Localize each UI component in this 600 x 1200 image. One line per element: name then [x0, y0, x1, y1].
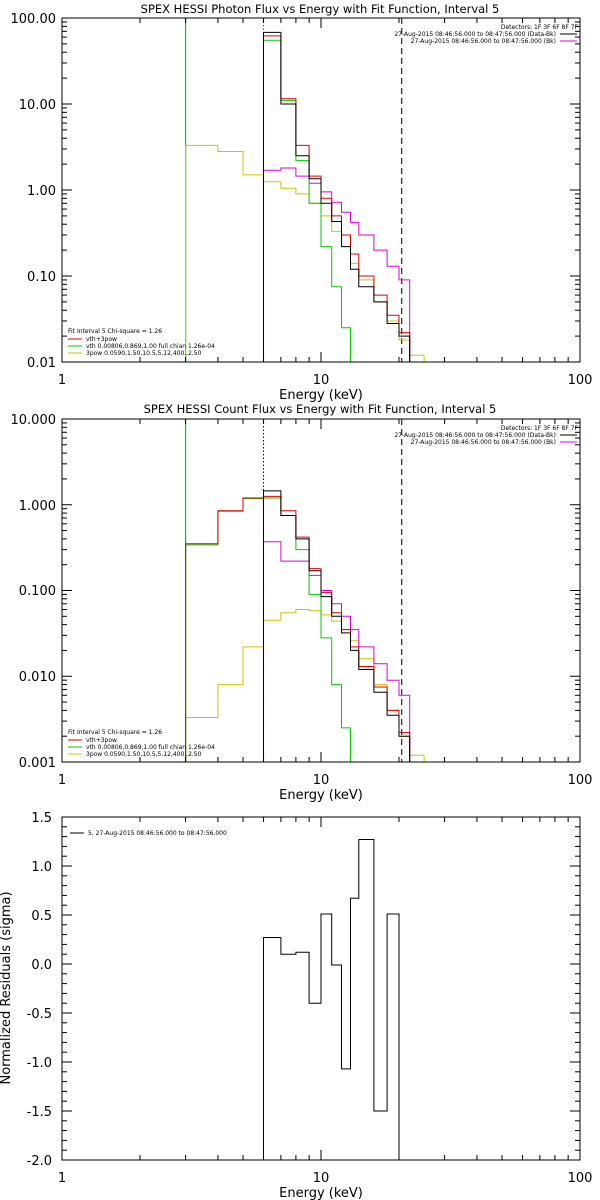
photon-xtick-1: 1 — [58, 373, 66, 388]
residuals-ytick-4: 0.0 — [31, 958, 52, 973]
photon-legend-databk: 27-Aug-2015 08:46:56.000 to 08:47:56.000… — [394, 31, 556, 38]
photon-xtick-100: 100 — [568, 373, 593, 388]
series-bk-step — [263, 541, 411, 762]
count-ytick-1: 0.010 — [19, 670, 56, 685]
residuals-legend-label: 5, 27-Aug-2015 08:46:56.000 to 08:47:56.… — [88, 830, 227, 837]
residuals-panel: 1 10 100 -2.0 -1.5 -1.0 -0.5 0.0 0.5 1.0… — [0, 811, 592, 1200]
photon-fit-entry-1: vth 0.00806,0.869,1.00 full chian 1.26e-… — [86, 343, 215, 350]
count-legend-topright: Detectors: 1F 3F 6F 8F 7F 27-Aug-2015 08… — [394, 425, 578, 446]
count-ytick-4: 10.000 — [11, 413, 57, 428]
count-legend-databk: 27-Aug-2015 08:46:56.000 to 08:47:56.000… — [394, 432, 556, 439]
photon-ytick-3: 10.00 — [19, 98, 56, 113]
count-chart-title: SPEX HESSI Count Flux vs Energy with Fit… — [144, 402, 497, 416]
residuals-xtick-100: 100 — [568, 1171, 593, 1186]
count-ytick-3: 1.000 — [19, 499, 56, 514]
count-ticks — [61, 419, 580, 763]
count-fit-entry-1: vth 0.00806,0.869,1.00 full chian 1.26e-… — [86, 744, 215, 751]
photon-legend-topright: Detectors: 1F 3F 6F 8F 7F 27-Aug-2015 08… — [394, 24, 578, 45]
count-fit-entry-0: vth+3pow — [86, 737, 117, 744]
series-data-bk-step — [263, 31, 411, 362]
photon-xtick-10: 10 — [313, 373, 330, 388]
series-3pow-step — [185, 144, 425, 362]
count-x-axis-label: Energy (keV) — [279, 788, 363, 803]
count-legend-title: Detectors: 1F 3F 6F 8F 7F — [501, 425, 579, 432]
residuals-ytick-1: -1.5 — [27, 1105, 52, 1120]
photon-ticks — [61, 18, 580, 363]
series-bk-step — [263, 167, 411, 362]
residuals-ytick-2: -1.0 — [27, 1056, 52, 1071]
count-legend-bk: 27-Aug-2015 08:46:56.000 to 08:47:56.000… — [411, 439, 556, 446]
residuals-series-group — [263, 839, 400, 1160]
series-vth-step — [185, 497, 359, 763]
count-fit-entry-2: 3pow 0.0590,1.50,10.5,5.12,400.,2.50 — [86, 751, 202, 758]
photon-fit-entry-2: 3pow 0.0590,1.50,10.5,5.12,400.,2.50 — [86, 350, 202, 357]
count-xtick-100: 100 — [568, 773, 593, 788]
residuals-x-axis-label: Energy (keV) — [279, 1186, 363, 1200]
residuals-ticks — [61, 816, 580, 1161]
photon-legend-bottomleft: Fit Interval 5 Chi-square = 1.26 vth+3po… — [68, 328, 215, 357]
photon-ytick-1: 0.10 — [27, 270, 56, 285]
photon-series-group — [184, 18, 425, 363]
residuals-y-axis-label: Normalized Residuals (sigma) — [0, 891, 14, 1084]
series-3pow-step — [185, 609, 425, 762]
photon-legend-title: Detectors: 1F 3F 6F 8F 7F — [501, 24, 579, 31]
photon-fit-entry-0: vth+3pow — [86, 336, 117, 343]
count-flux-panel: SPEX HESSI Count Flux vs Energy with Fit… — [11, 402, 593, 803]
residuals-ytick-7: 1.5 — [31, 811, 52, 826]
count-fit-title: Fit Interval 5 Chi-square = 1.26 — [68, 729, 162, 736]
residuals-ytick-0: -2.0 — [27, 1154, 52, 1169]
count-xtick-10: 10 — [313, 773, 330, 788]
photon-chart-title: SPEX HESSI Photon Flux vs Energy with Fi… — [141, 2, 500, 16]
count-ytick-0: 0.001 — [19, 756, 56, 771]
photon-ytick-4: 100.00 — [11, 12, 57, 27]
photon-x-axis-label: Energy (keV) — [279, 388, 363, 403]
series-vth-step — [263, 39, 359, 363]
photon-ytick-0: 0.01 — [27, 356, 56, 371]
photon-legend-bk: 27-Aug-2015 08:46:56.000 to 08:47:56.000… — [411, 38, 556, 45]
residuals-xtick-1: 1 — [58, 1171, 66, 1186]
count-xtick-1: 1 — [58, 773, 66, 788]
residuals-ytick-5: 0.5 — [31, 909, 52, 924]
residuals-ytick-3: -0.5 — [27, 1007, 52, 1022]
series-residuals-step — [263, 839, 400, 1160]
count-series-group — [184, 419, 425, 763]
series-vth-3pow-step — [263, 35, 411, 362]
residuals-ytick-6: 1.0 — [31, 860, 52, 875]
series-data-bk-step — [263, 490, 411, 762]
count-ytick-2: 0.100 — [19, 584, 56, 599]
count-legend-bottomleft: Fit Interval 5 Chi-square = 1.26 vth+3po… — [68, 729, 215, 758]
series-vth-3pow-step — [185, 495, 411, 762]
photon-ytick-2: 1.00 — [27, 184, 56, 199]
photon-flux-panel: SPEX HESSI Photon Flux vs Energy with Fi… — [11, 2, 593, 403]
photon-fit-title: Fit Interval 5 Chi-square = 1.26 — [68, 328, 162, 335]
residuals-xtick-10: 10 — [313, 1171, 330, 1186]
